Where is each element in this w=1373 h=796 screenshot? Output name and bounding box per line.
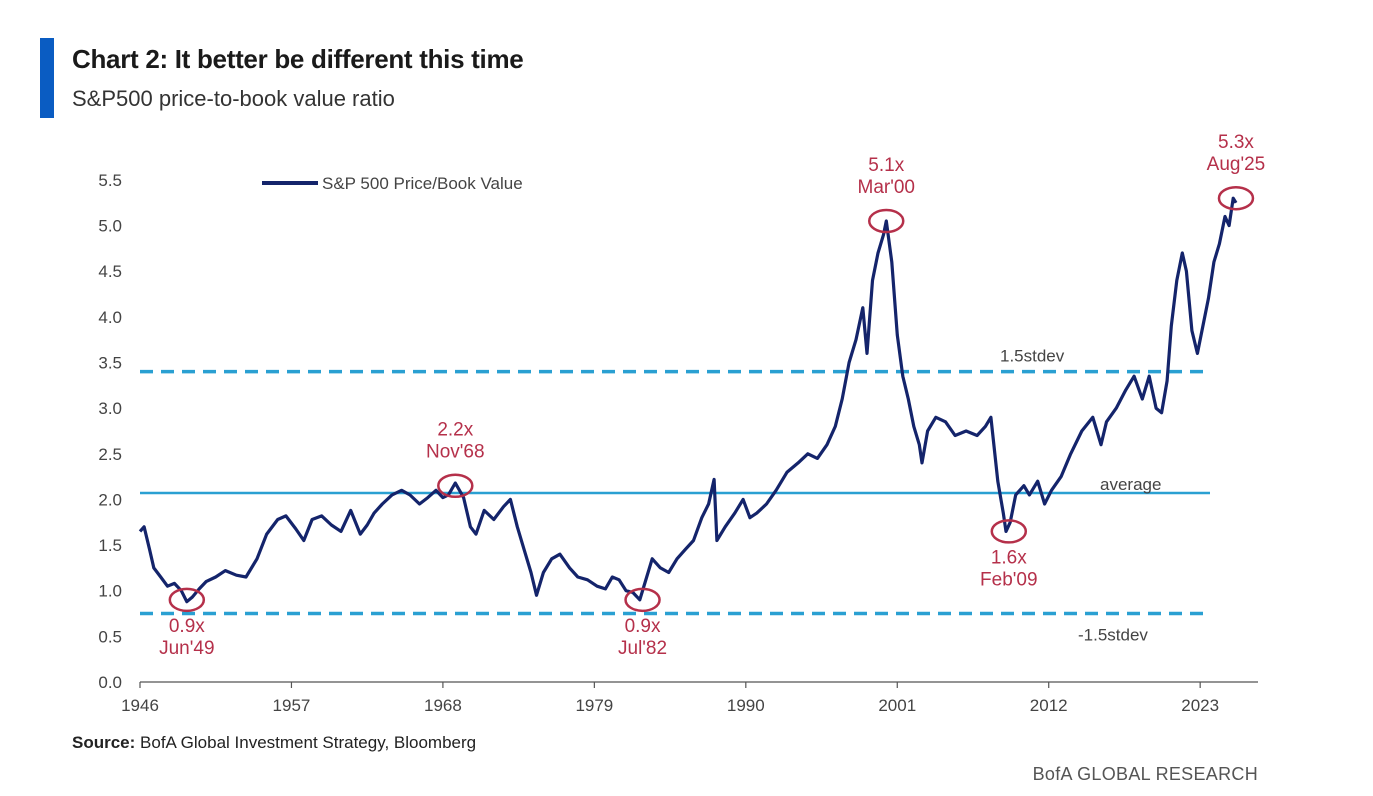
y-tick-label: 4.0 — [98, 308, 122, 327]
ref-line-label: 1.5stdev — [1000, 347, 1065, 366]
y-tick-label: 4.5 — [98, 262, 122, 281]
x-tick-label: 2012 — [1030, 696, 1068, 715]
chart-subtitle: S&P500 price-to-book value ratio — [72, 86, 395, 111]
y-tick-label: 0.0 — [98, 673, 122, 692]
annotation-value: 0.9x — [169, 616, 205, 637]
y-tick-label: 5.0 — [98, 217, 122, 236]
annotation-value: 1.6x — [991, 547, 1027, 568]
x-tick-label: 1946 — [121, 696, 159, 715]
legend-label: S&P 500 Price/Book Value — [322, 174, 523, 193]
y-tick-label: 1.5 — [98, 536, 122, 555]
legend: S&P 500 Price/Book Value — [262, 174, 523, 193]
annotations: 0.9xJun'492.2xNov'680.9xJul'825.1xMar'00… — [159, 132, 1265, 659]
y-tick-label: 0.5 — [98, 627, 122, 646]
annotation-date: Feb'09 — [980, 569, 1038, 590]
y-tick-label: 3.5 — [98, 354, 122, 373]
annotation-date: Mar'00 — [858, 177, 915, 198]
annotation-circle — [990, 519, 1028, 544]
x-tick-label: 1979 — [575, 696, 613, 715]
annotation-date: Jun'49 — [159, 638, 214, 659]
series-line-price-book — [138, 196, 1238, 604]
annotation-value: 5.1x — [868, 155, 904, 176]
y-tick-label: 2.5 — [98, 445, 122, 464]
axes: 1946 1957 1968 1979 1990 2001 2012 2023 0.0 0.5 1.… — [98, 171, 1258, 715]
y-tick-label: 1.0 — [98, 582, 122, 601]
annotation-date: Aug'25 — [1207, 154, 1266, 175]
annotation-circle — [1217, 185, 1255, 211]
annotation-circle — [168, 587, 206, 613]
title-accent-bar — [40, 38, 54, 118]
source-label: Source: — [72, 733, 136, 752]
annotation-value: 0.9x — [625, 616, 661, 637]
ref-line-label: -1.5stdev — [1078, 626, 1148, 645]
source-text: BofA Global Investment Strategy, Bloombe… — [140, 733, 477, 752]
x-tick-label: 1957 — [273, 696, 311, 715]
annotation-date: Jul'82 — [618, 638, 667, 659]
x-tick-label: 1990 — [727, 696, 765, 715]
annotation-circle — [624, 587, 661, 613]
ref-line-label: average — [1100, 475, 1161, 494]
y-tick-label: 3.0 — [98, 399, 122, 418]
y-tick-label: 2.0 — [98, 490, 122, 509]
annotation-circle — [868, 208, 905, 234]
x-tick-label: 2023 — [1181, 696, 1219, 715]
y-tick-label: 5.5 — [98, 171, 122, 190]
source-note: Source: BofA Global Investment Strategy,… — [72, 733, 476, 753]
footer-brand: BofA GLOBAL RESEARCH — [1032, 764, 1258, 784]
annotation-circle — [437, 473, 474, 498]
annotation-value: 2.2x — [437, 420, 473, 441]
annotation-date: Nov'68 — [426, 442, 485, 463]
x-tick-label: 1968 — [424, 696, 462, 715]
chart-title: Chart 2: It better be different this tim… — [72, 44, 524, 74]
x-tick-label: 2001 — [878, 696, 916, 715]
annotation-value: 5.3x — [1218, 132, 1254, 153]
